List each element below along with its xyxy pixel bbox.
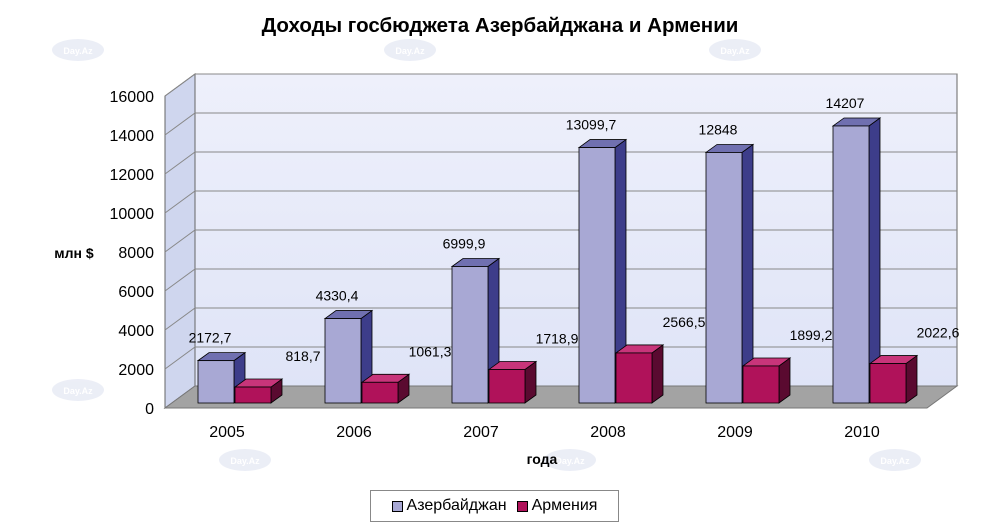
bar-armenia-2007: [487, 360, 538, 404]
watermark-text: Day.Az: [720, 46, 750, 56]
bar-azerbaijan-2007: [450, 257, 501, 404]
y-tick-2000: 2000: [118, 362, 154, 379]
data-label-azerbaijan-2005: 2172,7: [189, 330, 232, 346]
bar-front: [742, 365, 780, 404]
gridline: [164, 268, 957, 292]
data-label-azerbaijan-2006: 4330,4: [316, 288, 359, 304]
bar-armenia-2006: [360, 373, 411, 404]
x-tick-2006: 2006: [336, 424, 372, 441]
bar-front: [361, 381, 399, 404]
legend-item-armenia: Армения: [516, 497, 598, 515]
data-labels: 2172,7 818,7 4330,4 1061,3 6999,9 1718,9 13099…: [189, 95, 960, 364]
watermark-text: Day.Az: [230, 456, 260, 466]
bar-front: [832, 125, 870, 404]
legend-label-armenia: Армения: [531, 497, 598, 514]
data-label-armenia-2007: 1718,9: [536, 330, 579, 346]
y-tick-0: 0: [145, 401, 154, 418]
watermark-ellipse: [52, 39, 104, 61]
bar-azerbaijan-2008: [577, 138, 628, 404]
bar-front: [869, 363, 907, 404]
gridline: [164, 346, 957, 370]
x-axis-title: года: [527, 451, 558, 467]
gridline: [164, 151, 957, 175]
gridline: [164, 73, 957, 97]
bar-front: [615, 352, 653, 404]
data-label-azerbaijan-2010: 14207: [826, 95, 865, 111]
watermark-ellipse: [52, 379, 104, 401]
watermark-mark: Day.Az: [52, 379, 104, 401]
x-tick-2005: 2005: [209, 424, 245, 441]
legend-item-azerbaijan: Азербайджан: [391, 497, 507, 515]
watermark-text: Day.Az: [395, 46, 425, 56]
watermark-text: Day.Az: [63, 46, 93, 56]
data-label-armenia-2010: 2022,6: [917, 325, 960, 341]
watermark-ellipse: [709, 39, 761, 61]
legend-swatch-azerbaijan: [391, 500, 403, 512]
legend-swatch-armenia: [516, 500, 528, 512]
bar-azerbaijan-2009: [704, 143, 755, 404]
data-label-armenia-2005: 818,7: [285, 348, 320, 364]
gridline: [164, 112, 957, 136]
bar-front: [234, 386, 272, 404]
legend-label-azerbaijan: Азербайджан: [406, 497, 507, 514]
watermark-ellipse: [544, 449, 596, 471]
data-label-azerbaijan-2009: 12848: [699, 121, 738, 137]
bar-front: [451, 266, 489, 404]
bar-armenia-2010: [868, 354, 919, 404]
axes: 2005 2006 2007 2008 2009 2010 0 2000 4000 6000 800…: [54, 89, 880, 467]
y-tick-12000: 12000: [110, 167, 155, 184]
gridline: [164, 190, 957, 214]
watermark-mark: Day.Az: [384, 39, 436, 61]
bar-armenia-2005: [233, 378, 284, 404]
watermark-mark: Day.Az: [52, 39, 104, 61]
x-tick-2009: 2009: [717, 424, 753, 441]
bar-front: [324, 318, 362, 404]
bar-front: [578, 147, 616, 404]
watermark-mark: Day.Az: [219, 449, 271, 471]
y-tick-6000: 6000: [118, 284, 154, 301]
y-tick-16000: 16000: [110, 89, 155, 106]
bar-front: [197, 360, 235, 404]
watermark-mark: Day.Az: [869, 449, 921, 471]
data-label-azerbaijan-2008: 13099,7: [566, 117, 617, 133]
chart-title: Доходы госбюджета Азербайджана и Армении: [261, 14, 739, 37]
gridline: [164, 229, 957, 253]
data-label-armenia-2006: 1061,3: [409, 343, 452, 359]
data-label-armenia-2008: 2566,5: [663, 314, 706, 330]
y-axis-title: млн $: [54, 245, 94, 261]
bar-armenia-2008: [614, 344, 665, 404]
watermark-ellipse: [869, 449, 921, 471]
data-label-azerbaijan-2007: 6999,9: [443, 236, 486, 252]
bars: [196, 117, 919, 404]
legend: Азербайджан Армения: [370, 490, 619, 522]
plot-area: [163, 73, 959, 409]
gridline: [164, 307, 957, 331]
watermark-ellipse: [384, 39, 436, 61]
x-tick-2008: 2008: [590, 424, 626, 441]
bar-azerbaijan-2010: [831, 117, 882, 404]
bar-front: [488, 369, 526, 404]
bar-azerbaijan-2005: [196, 351, 247, 404]
watermark-mark: Day.Az: [709, 39, 761, 61]
y-tick-8000: 8000: [118, 245, 154, 262]
data-label-armenia-2009: 1899,2: [790, 327, 833, 343]
watermark-ellipse: [219, 449, 271, 471]
watermark-text: Day.Az: [63, 386, 93, 396]
y-tick-10000: 10000: [110, 206, 155, 223]
x-tick-2010: 2010: [844, 424, 880, 441]
x-tick-2007: 2007: [463, 424, 499, 441]
watermark-text: Day.Az: [555, 456, 585, 466]
bar-front: [705, 152, 743, 404]
watermark-text: Day.Az: [880, 456, 910, 466]
y-tick-14000: 14000: [110, 128, 155, 145]
y-tick-4000: 4000: [118, 323, 154, 340]
bar-armenia-2009: [741, 357, 792, 404]
bar-side: [651, 344, 664, 404]
watermark-mark: Day.Az: [544, 449, 596, 471]
